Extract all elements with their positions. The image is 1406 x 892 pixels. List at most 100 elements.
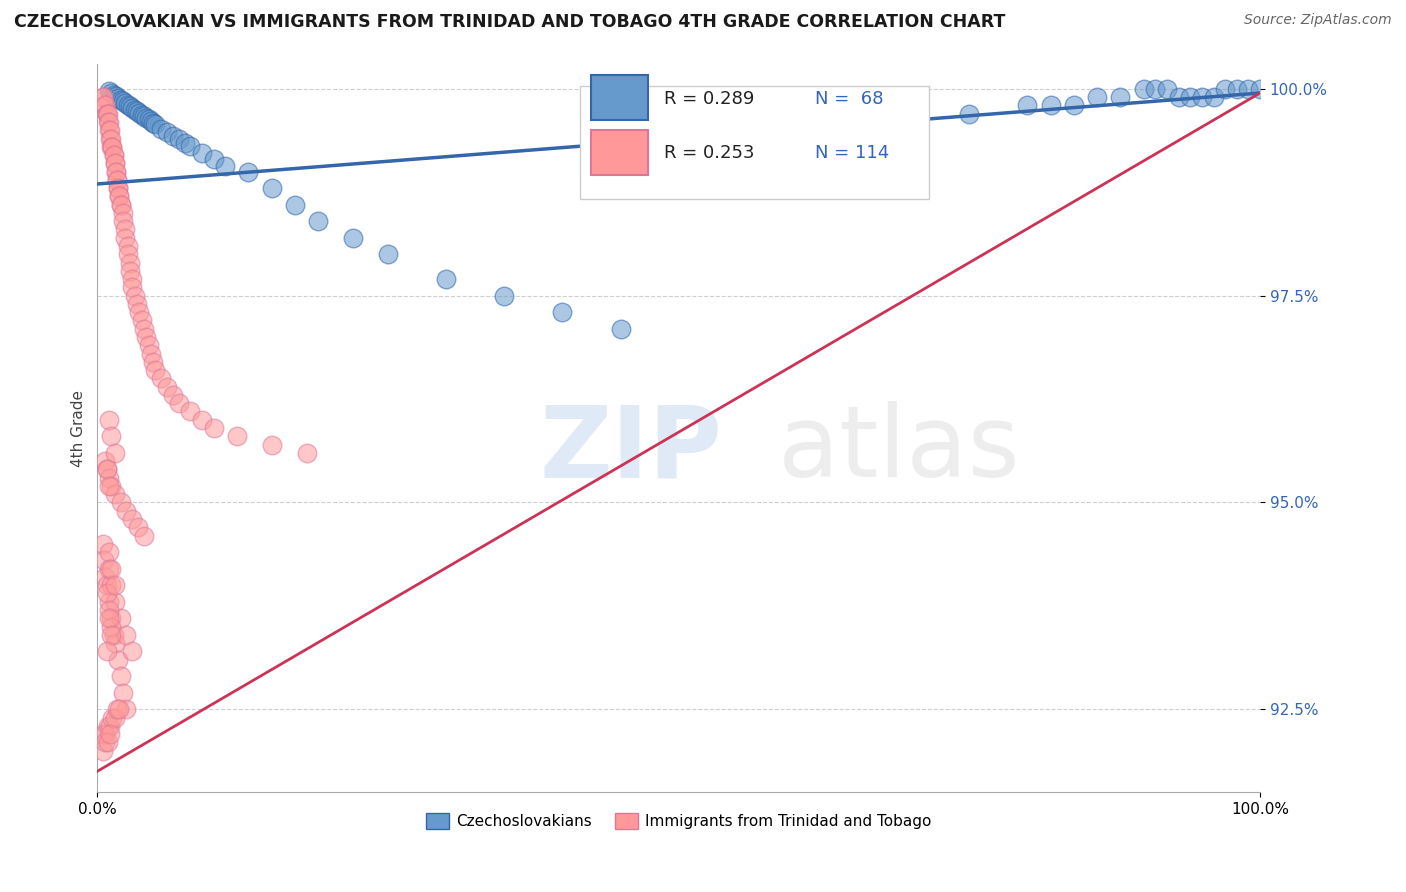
Point xyxy=(100,131,122,145)
Point xyxy=(957,106,980,120)
Point xyxy=(179,404,201,418)
Point xyxy=(107,91,129,105)
Point xyxy=(1156,82,1178,96)
Point xyxy=(842,115,865,129)
Point xyxy=(191,145,214,160)
Point xyxy=(1226,82,1249,96)
Point xyxy=(1109,90,1132,104)
Point xyxy=(128,305,150,319)
Point xyxy=(1132,82,1154,96)
Point xyxy=(114,95,136,110)
Point xyxy=(100,578,122,592)
Point xyxy=(104,446,127,460)
Point xyxy=(118,255,141,269)
Point xyxy=(125,297,148,311)
Point xyxy=(139,346,162,360)
Point xyxy=(128,106,150,120)
Point xyxy=(100,479,122,493)
Point xyxy=(551,305,574,319)
Point xyxy=(145,363,167,377)
Point xyxy=(125,104,148,119)
Point xyxy=(103,148,125,162)
Point xyxy=(150,371,173,385)
Point xyxy=(111,686,134,700)
Point xyxy=(108,189,131,203)
Point xyxy=(104,636,127,650)
Text: ZIP: ZIP xyxy=(538,401,723,499)
Point xyxy=(98,545,121,559)
Point xyxy=(103,628,125,642)
Point xyxy=(115,504,138,518)
Point xyxy=(138,338,160,352)
Point xyxy=(725,148,748,162)
Point xyxy=(100,86,122,100)
Point xyxy=(101,140,124,154)
Point xyxy=(132,528,155,542)
Point xyxy=(121,280,143,294)
Point xyxy=(124,288,146,302)
Point xyxy=(93,553,115,567)
Y-axis label: 4th Grade: 4th Grade xyxy=(72,390,86,467)
Point xyxy=(107,652,129,666)
Point xyxy=(132,109,155,123)
Point xyxy=(342,231,364,245)
Point xyxy=(1017,98,1039,112)
Point xyxy=(110,93,132,107)
Point xyxy=(104,156,127,170)
Point xyxy=(98,727,121,741)
Text: R = 0.289: R = 0.289 xyxy=(664,90,754,108)
Point xyxy=(94,735,117,749)
Point xyxy=(127,520,149,534)
Point xyxy=(98,595,121,609)
Point xyxy=(98,611,121,625)
Point xyxy=(295,446,318,460)
Point xyxy=(100,561,122,575)
Point xyxy=(202,152,225,166)
Point xyxy=(668,164,690,178)
Text: atlas: atlas xyxy=(778,401,1019,499)
Point xyxy=(377,247,399,261)
Point xyxy=(101,140,124,154)
Point xyxy=(117,239,139,253)
Point xyxy=(124,103,146,117)
Text: Source: ZipAtlas.com: Source: ZipAtlas.com xyxy=(1244,13,1392,28)
Point xyxy=(105,173,128,187)
Point xyxy=(96,106,118,120)
Point xyxy=(105,173,128,187)
Point xyxy=(104,164,127,178)
Point xyxy=(110,197,132,211)
FancyBboxPatch shape xyxy=(579,86,928,199)
Point xyxy=(1180,90,1202,104)
Point xyxy=(91,90,114,104)
Point xyxy=(307,214,329,228)
Point xyxy=(104,710,127,724)
Point xyxy=(115,628,138,642)
Point xyxy=(121,512,143,526)
Point xyxy=(132,322,155,336)
Point xyxy=(1167,90,1189,104)
Point xyxy=(91,537,114,551)
Point xyxy=(150,121,173,136)
Point xyxy=(104,578,127,592)
Point xyxy=(260,437,283,451)
Point xyxy=(98,561,121,575)
Point xyxy=(110,669,132,683)
Point xyxy=(107,181,129,195)
Point xyxy=(167,396,190,410)
Point xyxy=(1237,82,1260,96)
Point xyxy=(94,570,117,584)
Point xyxy=(94,454,117,468)
Point xyxy=(111,214,134,228)
Text: N =  68: N = 68 xyxy=(814,90,883,108)
Point xyxy=(97,719,120,733)
Point xyxy=(91,743,114,757)
Point xyxy=(115,702,138,716)
Point xyxy=(260,181,283,195)
Point xyxy=(114,222,136,236)
Point xyxy=(139,114,162,128)
Point xyxy=(98,83,121,97)
Point xyxy=(108,702,131,716)
Point xyxy=(94,98,117,112)
Point xyxy=(156,379,179,393)
Point xyxy=(104,595,127,609)
